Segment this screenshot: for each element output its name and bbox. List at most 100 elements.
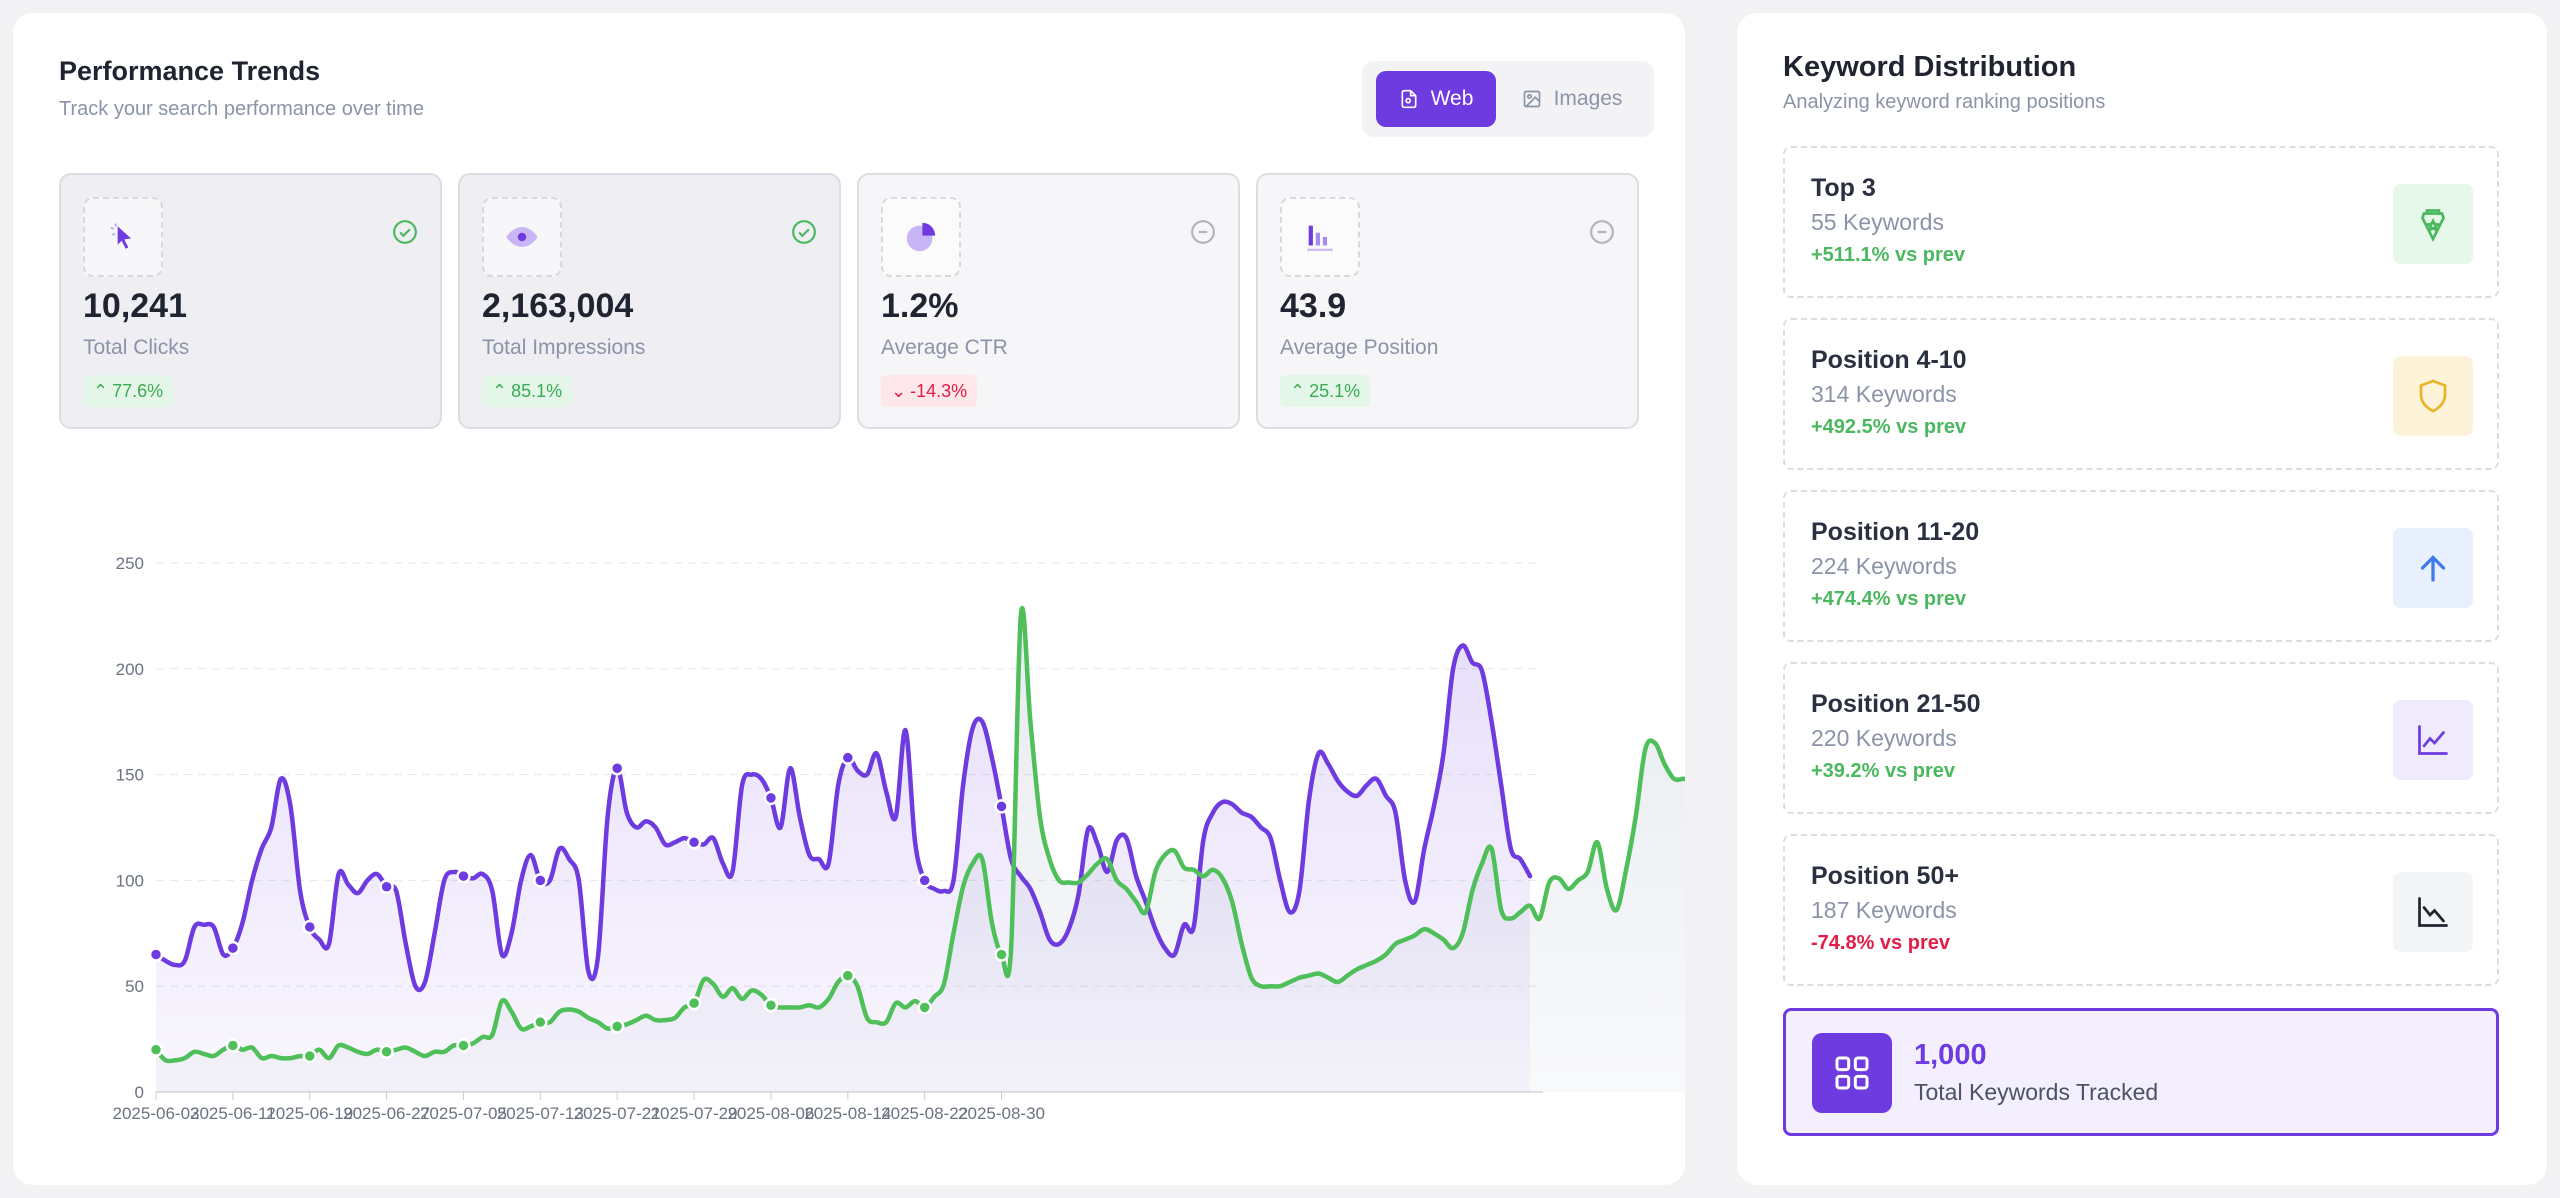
stat-card-position[interactable]: 43.9 Average Position ⌃ 25.1% xyxy=(1256,173,1639,429)
x-tick-label: 2025-07-05 xyxy=(420,1104,507,1123)
trophy-icon xyxy=(2393,184,2473,264)
data-point xyxy=(379,1044,394,1060)
data-point xyxy=(456,1038,471,1053)
keyword-card-position-11-20[interactable]: Position 11-20 224 Keywords +474.4% vs p… xyxy=(1783,490,2499,642)
minus-circle-icon xyxy=(1191,220,1215,244)
keyword-card-position-21-50[interactable]: Position 21-50 220 Keywords +39.2% vs pr… xyxy=(1783,662,2499,814)
keyword-card-name: Position 11-20 xyxy=(1811,518,1980,546)
x-tick-label: 2025-06-19 xyxy=(266,1104,353,1123)
keyword-card-change: +39.2% vs prev xyxy=(1811,760,1955,782)
performance-chart[interactable]: 0501001502002502025-06-032025-06-112025-… xyxy=(13,513,1685,1153)
y-tick-label: 100 xyxy=(116,871,144,890)
stat-card-impressions[interactable]: 2,163,004 Total Impressions ⌃ 85.1% xyxy=(458,173,841,429)
web-toggle-label: Web xyxy=(1430,87,1474,110)
keyword-card-change: +474.4% vs prev xyxy=(1811,588,1967,610)
performance-panel: Performance Trends Track your search per… xyxy=(13,13,1685,1185)
keyword-card-count: 55 Keywords xyxy=(1811,209,1944,235)
document-icon xyxy=(1401,89,1417,109)
x-tick-label: 2025-07-21 xyxy=(574,1104,661,1123)
data-point xyxy=(302,919,317,935)
stat-label: Total Clicks xyxy=(83,336,190,359)
stat-card-ctr[interactable]: 1.2% Average CTR ⌄ -14.3% xyxy=(857,173,1240,429)
search-type-toggle: Web Images xyxy=(1362,61,1654,137)
stat-value: 2,163,004 xyxy=(482,287,634,325)
keyword-card-top3[interactable]: Top 3 55 Keywords +511.1% vs prev xyxy=(1783,146,2499,298)
chevron-down-icon: ⌄ xyxy=(891,380,907,401)
data-point xyxy=(379,879,394,894)
stat-value: 43.9 xyxy=(1280,287,1347,325)
keyword-card-count: 224 Keywords xyxy=(1811,553,1957,579)
stat-label: Total Impressions xyxy=(482,336,646,359)
grid-icon xyxy=(1812,1033,1892,1113)
stat-change: 85.1% xyxy=(511,380,563,401)
data-point xyxy=(609,1019,625,1034)
stat-change: 77.6% xyxy=(112,380,164,401)
images-toggle-button[interactable]: Images xyxy=(1502,71,1642,127)
data-point xyxy=(686,995,702,1011)
x-tick-label: 2025-06-03 xyxy=(113,1104,200,1123)
keyword-card-name: Top 3 xyxy=(1811,174,1876,202)
stat-change: 25.1% xyxy=(1309,380,1361,401)
images-toggle-label: Images xyxy=(1553,87,1623,110)
data-point xyxy=(302,1048,317,1064)
data-point xyxy=(917,873,932,888)
check-circle-icon xyxy=(792,220,816,244)
data-point xyxy=(225,940,241,956)
cursor-icon xyxy=(83,197,163,277)
data-point xyxy=(456,868,471,884)
x-tick-label: 2025-08-22 xyxy=(881,1104,968,1123)
chevron-up-icon: ⌃ xyxy=(93,380,109,401)
data-point xyxy=(840,968,856,983)
arrow-up-icon xyxy=(2393,528,2473,608)
keyword-card-position-50-plus[interactable]: Position 50+ 187 Keywords -74.8% vs prev xyxy=(1783,834,2499,986)
minus-circle-icon xyxy=(1590,220,1614,244)
pie-icon xyxy=(881,197,961,277)
stat-change-badge: ⌄ -14.3% xyxy=(881,375,978,407)
x-tick-label: 2025-06-27 xyxy=(343,1104,430,1123)
data-point xyxy=(763,790,779,806)
series-area-impressions xyxy=(156,608,1685,1092)
stat-value: 10,241 xyxy=(83,287,187,325)
x-tick-label: 2025-08-06 xyxy=(727,1104,814,1123)
total-keywords-value: 1,000 xyxy=(1914,1039,1987,1071)
y-tick-label: 50 xyxy=(125,977,144,996)
shield-icon xyxy=(2393,356,2473,436)
y-tick-label: 0 xyxy=(135,1083,144,1102)
keyword-distribution-panel: Keyword Distribution Analyzing keyword r… xyxy=(1737,13,2547,1185)
chevron-up-icon: ⌃ xyxy=(1290,380,1306,401)
data-point xyxy=(225,1038,241,1053)
y-tick-label: 200 xyxy=(116,660,144,679)
keyword-card-name: Position 50+ xyxy=(1811,862,1959,890)
series-line-impressions xyxy=(153,605,1685,1064)
keyword-card-name: Position 21-50 xyxy=(1811,690,1981,718)
stat-label: Average CTR xyxy=(881,336,1008,359)
data-point xyxy=(533,873,548,888)
data-point xyxy=(686,835,702,850)
stat-change-badge: ⌃ 77.6% xyxy=(83,375,174,407)
web-toggle-button[interactable]: Web xyxy=(1376,71,1496,127)
keyword-card-count: 187 Keywords xyxy=(1811,897,1957,923)
data-point xyxy=(609,761,625,776)
x-tick-label: 2025-07-29 xyxy=(651,1104,738,1123)
data-point xyxy=(763,997,779,1013)
data-point xyxy=(533,1014,548,1030)
keyword-card-name: Position 4-10 xyxy=(1811,346,1967,374)
data-point xyxy=(148,947,164,962)
keyword-card-count: 314 Keywords xyxy=(1811,381,1957,407)
x-tick-label: 2025-08-14 xyxy=(804,1104,891,1123)
image-icon xyxy=(1523,90,1540,108)
x-tick-label: 2025-07-13 xyxy=(497,1104,584,1123)
check-circle-icon xyxy=(393,220,417,244)
total-keywords-label: Total Keywords Tracked xyxy=(1914,1079,2159,1105)
x-tick-label: 2025-06-11 xyxy=(190,1104,276,1123)
y-tick-label: 250 xyxy=(116,554,144,573)
performance-title: Performance Trends xyxy=(59,56,321,86)
eye-icon xyxy=(482,197,562,277)
x-tick-label: 2025-08-30 xyxy=(958,1104,1045,1123)
total-keywords-card[interactable]: 1,000 Total Keywords Tracked xyxy=(1783,1008,2499,1136)
keyword-card-position-4-10[interactable]: Position 4-10 314 Keywords +492.5% vs pr… xyxy=(1783,318,2499,470)
trend-down-icon xyxy=(2393,872,2473,952)
stat-card-clicks[interactable]: 10,241 Total Clicks ⌃ 77.6% xyxy=(59,173,442,429)
chevron-up-icon: ⌃ xyxy=(492,380,508,401)
data-point xyxy=(148,1042,164,1057)
